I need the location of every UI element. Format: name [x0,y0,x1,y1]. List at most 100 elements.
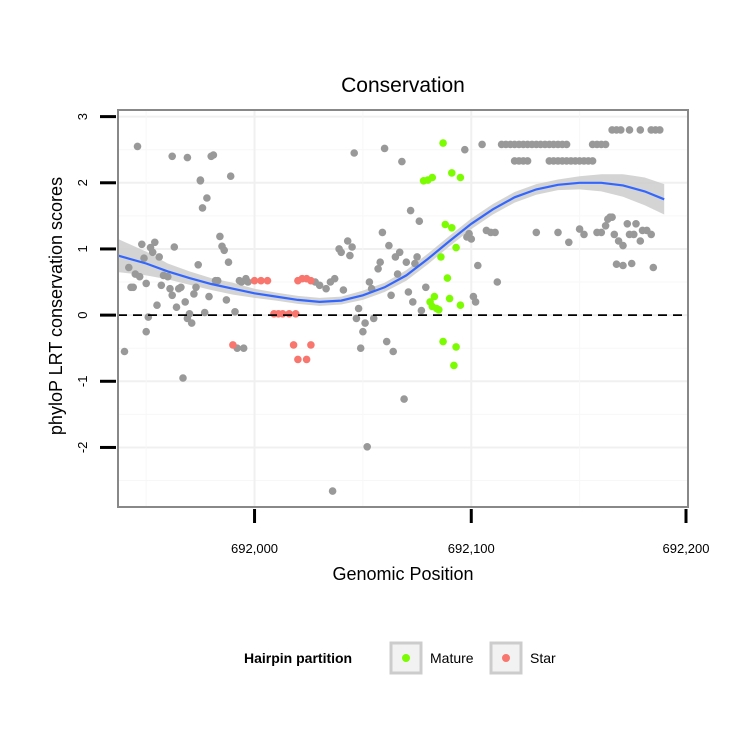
other-point [389,347,398,356]
panel-frame [117,109,689,508]
mature-point [424,176,432,184]
other-point [328,487,337,495]
smooth-line-group [117,181,665,304]
other-point [619,241,627,250]
mature-point [456,173,465,182]
other-point [374,265,382,273]
other-point [216,232,224,241]
y-tick-label: -2 [75,442,90,454]
other-point [231,308,239,316]
other-point [636,126,645,134]
other-points [120,126,664,495]
other-point [404,288,413,296]
other-point [656,126,664,134]
other-point [226,172,235,180]
other-point [398,157,406,166]
other-point [612,260,621,269]
legend-label-mature: Mature [430,650,474,666]
star-point [302,355,311,364]
other-point [623,220,632,228]
mature-point [430,292,439,301]
star-point [257,276,265,285]
other-point [209,151,218,159]
x-tick-label: 692,000 [231,541,278,556]
other-point [649,263,658,272]
y-axis: -2 -1 0 1 2 3 [75,113,116,453]
mature-point [439,337,447,346]
legend: Hairpin partition Mature Star [244,641,556,675]
other-point [140,254,148,262]
other-point [148,248,157,257]
other-point [348,243,356,251]
other-point [625,126,634,134]
mature-point [450,361,458,370]
star-point [278,310,287,318]
other-point [224,258,233,267]
smooth-line [117,181,665,304]
other-point [415,217,424,225]
star-point [291,310,300,318]
other-point [617,126,625,134]
other-point [190,290,198,298]
other-point [365,278,374,286]
other-point [601,140,610,149]
other-point [183,153,192,162]
other-point [422,283,430,292]
other-point [393,270,402,278]
other-point [179,374,187,382]
other-point [619,261,627,270]
other-point [192,283,200,292]
other-point [627,259,636,268]
other-point [601,222,610,230]
other-point [315,281,324,290]
x-axis: 692,000 692,100 692,200 [231,509,710,556]
other-point [385,241,393,250]
other-point [220,246,228,255]
other-point [339,286,348,294]
other-point [369,314,378,323]
other-point [164,272,172,281]
y-tick-label: -1 [75,376,90,388]
star-point [250,276,259,285]
other-point [203,194,211,202]
other-point [402,258,411,267]
other-point [354,304,363,313]
mature-point [443,274,452,282]
other-point [142,327,150,336]
mature-point [428,302,437,311]
other-point [170,243,179,251]
other-point [196,176,205,184]
other-point [244,278,252,286]
star-point [294,355,302,364]
other-point [142,279,150,288]
other-point [554,228,562,237]
legend-title: Hairpin partition [244,650,352,666]
other-point [491,228,499,237]
other-point [597,228,606,237]
other-point [395,248,404,257]
x-tick-label: 692,100 [448,541,495,556]
other-point [630,230,638,239]
other-point [378,228,387,237]
other-point [198,204,207,212]
other-point [382,337,391,346]
other-point [187,319,196,327]
mature-point [456,301,465,310]
y-tick-label: 0 [75,311,90,318]
other-point [129,283,137,292]
star-point [307,276,315,285]
legend-key-star [489,641,523,675]
mature-point [439,139,447,147]
mature-point [445,294,454,303]
other-point [168,291,176,300]
confidence-ribbon [118,174,665,306]
other-point [133,142,142,151]
other-point [461,145,469,154]
mature-point [435,306,443,314]
star-point [229,341,237,349]
star-points [229,274,315,364]
mature-points [419,139,465,370]
mature-point [452,243,460,252]
chart-title: Conservation [341,74,465,97]
